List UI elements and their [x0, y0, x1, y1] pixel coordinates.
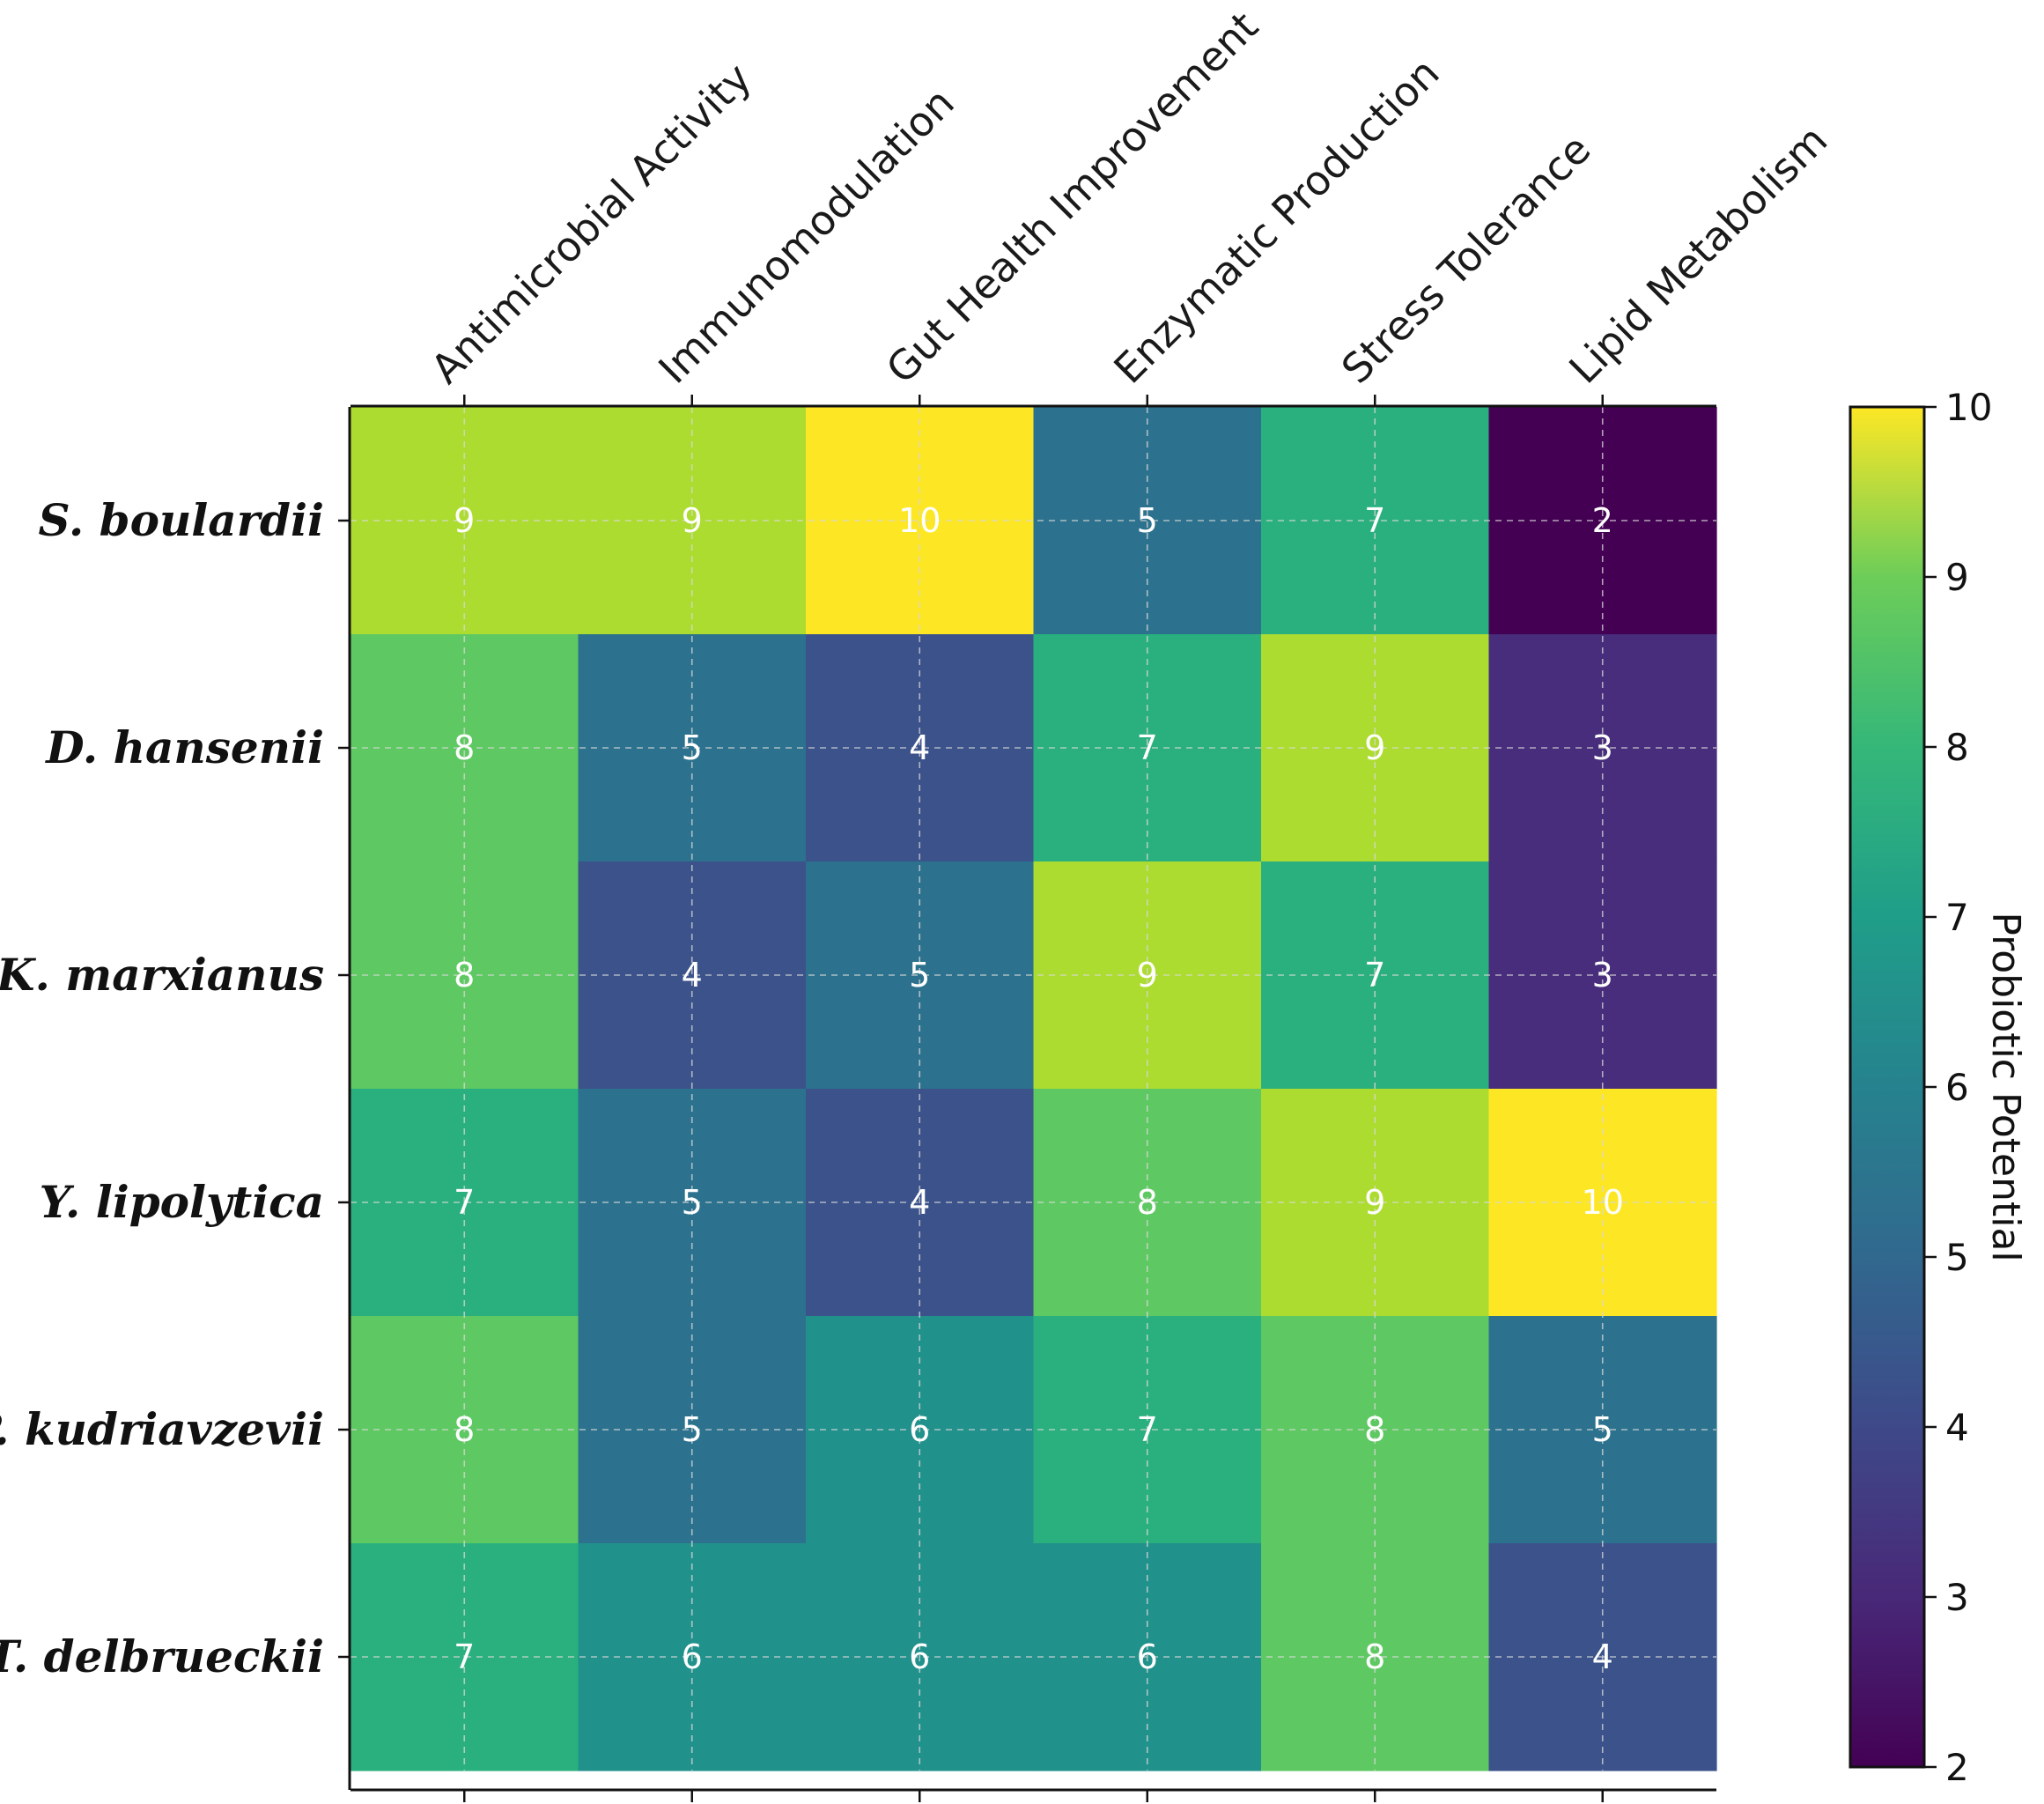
row-labels: S. boulardii D. hansenii K. marxianus Y. li…	[0, 494, 324, 1682]
colorbar-tick-label: 5	[1945, 1236, 1969, 1279]
cell-value-label: 6	[1137, 1638, 1158, 1676]
cell-value-labels: 9 9 10 5 7 2 8 5 4 7 9 3 8 4 5 9 7 3 7 5 4 8 9 10 8 5 6 7 8 5 7 6 6 6 8 4	[454, 501, 1624, 1676]
cell-value-label: 9	[682, 501, 703, 540]
cell-value-label: 7	[454, 1638, 475, 1676]
heatmap-axes	[338, 395, 1716, 1802]
row-label: P. kudriavzevii	[0, 1403, 324, 1455]
cell-value-label: 3	[1592, 956, 1613, 994]
row-label: D. hansenii	[44, 721, 324, 773]
cell-value-label: 5	[1137, 501, 1158, 540]
cell-value-label: 9	[1364, 728, 1385, 767]
row-label: K. marxianus	[0, 949, 324, 1001]
cell-value-label: 4	[909, 728, 930, 767]
colorbar-tick-label: 10	[1945, 386, 1992, 429]
colorbar-tick-label: 4	[1945, 1406, 1969, 1449]
cell-value-label: 9	[454, 501, 475, 540]
colorbar-tick-label: 3	[1945, 1576, 1969, 1619]
cell-value-label: 8	[1364, 1410, 1385, 1449]
cell-value-label: 5	[682, 728, 703, 767]
cell-value-label: 3	[1592, 728, 1613, 767]
cell-value-label: 7	[1364, 956, 1385, 994]
row-label: S. boulardii	[39, 494, 325, 546]
cell-value-label: 6	[909, 1638, 930, 1676]
column-label: Lipid Metabolism	[1560, 116, 1836, 393]
cell-value-label: 9	[1137, 956, 1158, 994]
colorbar-tick-label: 9	[1945, 556, 1969, 599]
column-label: Gut Health Improvement	[877, 3, 1267, 393]
cell-value-label: 9	[1364, 1183, 1385, 1222]
colorbar-tick-label: 7	[1945, 896, 1969, 939]
cell-value-label: 5	[909, 956, 930, 994]
cell-value-label: 4	[1592, 1638, 1613, 1676]
row-label: T. delbrueckii	[0, 1630, 324, 1682]
cell-value-label: 7	[1137, 1410, 1158, 1449]
cell-value-label: 7	[1364, 501, 1385, 540]
column-labels: Antimicrobial ActivityImmunomodulationGu…	[422, 3, 1837, 393]
cell-value-label: 5	[1592, 1410, 1613, 1449]
cell-value-label: 4	[909, 1183, 930, 1222]
cell-value-label: 2	[1592, 501, 1613, 540]
colorbar-gradient	[1848, 405, 1926, 1769]
cell-value-label: 5	[682, 1183, 703, 1222]
cell-value-label: 7	[1137, 728, 1158, 767]
cell-value-label: 8	[1364, 1638, 1385, 1676]
cell-value-label: 5	[682, 1410, 703, 1449]
row-label: Y. lipolytica	[40, 1176, 324, 1228]
cell-value-label: 8	[454, 956, 475, 994]
heatmap-cells	[351, 407, 1717, 1771]
cell-value-label: 10	[898, 501, 941, 540]
colorbar-title: Probiotic Potential	[1983, 912, 2028, 1261]
cell-value-label: 8	[454, 728, 475, 767]
cell-value-label: 8	[454, 1410, 475, 1449]
colorbar-tick-label: 2	[1945, 1746, 1969, 1789]
cell-value-label: 6	[682, 1638, 703, 1676]
colorbar-tick-label: 8	[1945, 726, 1969, 769]
column-label: Stress Tolerance	[1332, 125, 1600, 393]
cell-value-label: 6	[909, 1410, 930, 1449]
colorbar: 2 3 4 5 6 7 8 9 10 Probiotic Potential	[1848, 386, 2028, 1789]
cell-value-label: 8	[1137, 1183, 1158, 1222]
cell-value-label: 10	[1582, 1183, 1624, 1222]
cell-value-label: 4	[682, 956, 703, 994]
cell-value-label: 7	[454, 1183, 475, 1222]
colorbar-tick-label: 6	[1945, 1066, 1969, 1109]
heatmap-grid	[351, 407, 1716, 1771]
